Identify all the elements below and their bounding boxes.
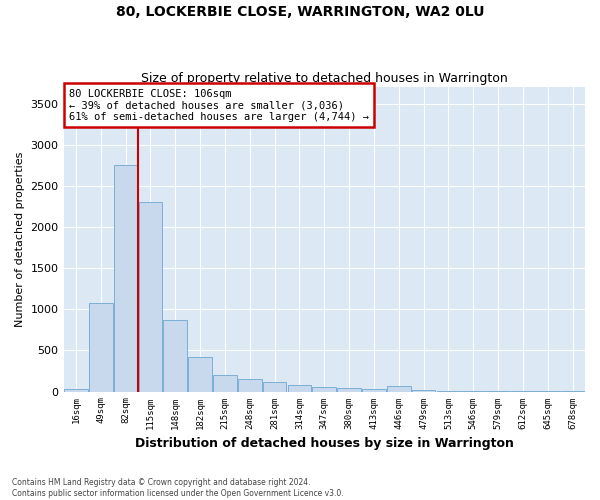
X-axis label: Distribution of detached houses by size in Warrington: Distribution of detached houses by size … — [135, 437, 514, 450]
Bar — [337, 388, 361, 392]
Bar — [287, 385, 311, 392]
Bar — [412, 390, 436, 392]
Bar — [114, 165, 137, 392]
Bar — [139, 202, 162, 392]
Title: Size of property relative to detached houses in Warrington: Size of property relative to detached ho… — [141, 72, 508, 85]
Text: Contains HM Land Registry data © Crown copyright and database right 2024.
Contai: Contains HM Land Registry data © Crown c… — [12, 478, 344, 498]
Y-axis label: Number of detached properties: Number of detached properties — [15, 152, 25, 327]
Bar — [263, 382, 286, 392]
Bar — [188, 357, 212, 392]
Bar — [64, 389, 88, 392]
Bar — [213, 375, 237, 392]
Text: 80 LOCKERBIE CLOSE: 106sqm
← 39% of detached houses are smaller (3,036)
61% of s: 80 LOCKERBIE CLOSE: 106sqm ← 39% of deta… — [69, 88, 369, 122]
Bar — [362, 389, 386, 392]
Bar — [238, 379, 262, 392]
Bar — [163, 320, 187, 392]
Bar — [313, 387, 336, 392]
Bar — [437, 390, 460, 392]
Text: 80, LOCKERBIE CLOSE, WARRINGTON, WA2 0LU: 80, LOCKERBIE CLOSE, WARRINGTON, WA2 0LU — [116, 5, 484, 19]
Bar — [387, 386, 410, 392]
Bar — [89, 302, 113, 392]
Bar — [461, 391, 485, 392]
